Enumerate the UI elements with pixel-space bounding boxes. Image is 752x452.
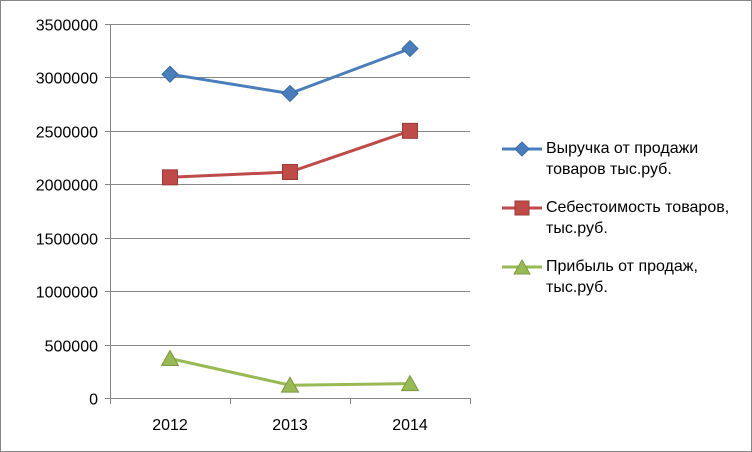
y-tick-label: 500000 — [45, 339, 98, 356]
y-tick-label: 3500000 — [36, 18, 98, 35]
data-point-diamond — [401, 39, 419, 58]
y-tick-label: 0 — [89, 392, 98, 409]
x-tick-label: 2013 — [272, 417, 308, 434]
series-3 — [160, 349, 420, 393]
y-axis-tick-labels: 0 500000 1000000 1500000 2000000 2500000 30000… — [36, 18, 98, 409]
legend-label-profit: Прибыль от продаж, тыс.руб. — [546, 258, 698, 296]
y-tick-label: 1000000 — [36, 285, 98, 302]
data-point-square — [162, 169, 178, 186]
data-point-diamond — [161, 65, 179, 83]
x-tick-label: 2014 — [392, 417, 428, 434]
y-tick-label: 1500000 — [36, 232, 98, 249]
legend-diamond-marker-icon — [502, 141, 542, 157]
x-axis-tick-labels: 2012 2013 2014 — [152, 417, 428, 434]
data-point-triangle — [280, 376, 300, 393]
legend-item-profit: Прибыль от продаж, тыс.руб. — [500, 256, 745, 298]
data-point-square — [282, 163, 298, 180]
data-point-diamond — [281, 84, 299, 103]
legend-item-revenue: Выручка от продажи товаров тыс.руб. — [500, 138, 745, 180]
legend-label-revenue: Выручка от продажи товаров тыс.руб. — [546, 140, 699, 178]
data-point-triangle — [400, 374, 420, 392]
x-tick-label: 2012 — [152, 417, 188, 434]
series-2 — [162, 122, 418, 186]
legend-triangle-marker-icon — [502, 259, 542, 275]
series-1 — [161, 39, 419, 103]
legend-label-cost: Себестоимость товаров, тыс.руб. — [546, 199, 730, 237]
legend-square-marker-icon — [502, 200, 542, 216]
data-point-square — [402, 122, 418, 139]
axes — [105, 24, 471, 404]
y-tick-label: 3000000 — [36, 71, 98, 88]
data-point-triangle — [160, 349, 180, 366]
legend-item-cost: Себестоимость товаров, тыс.руб. — [500, 197, 745, 239]
series-group — [160, 39, 420, 393]
y-tick-label: 2000000 — [36, 178, 98, 195]
y-tick-label: 2500000 — [36, 125, 98, 142]
legend: Выручка от продажи товаров тыс.руб. Себе… — [500, 138, 745, 315]
